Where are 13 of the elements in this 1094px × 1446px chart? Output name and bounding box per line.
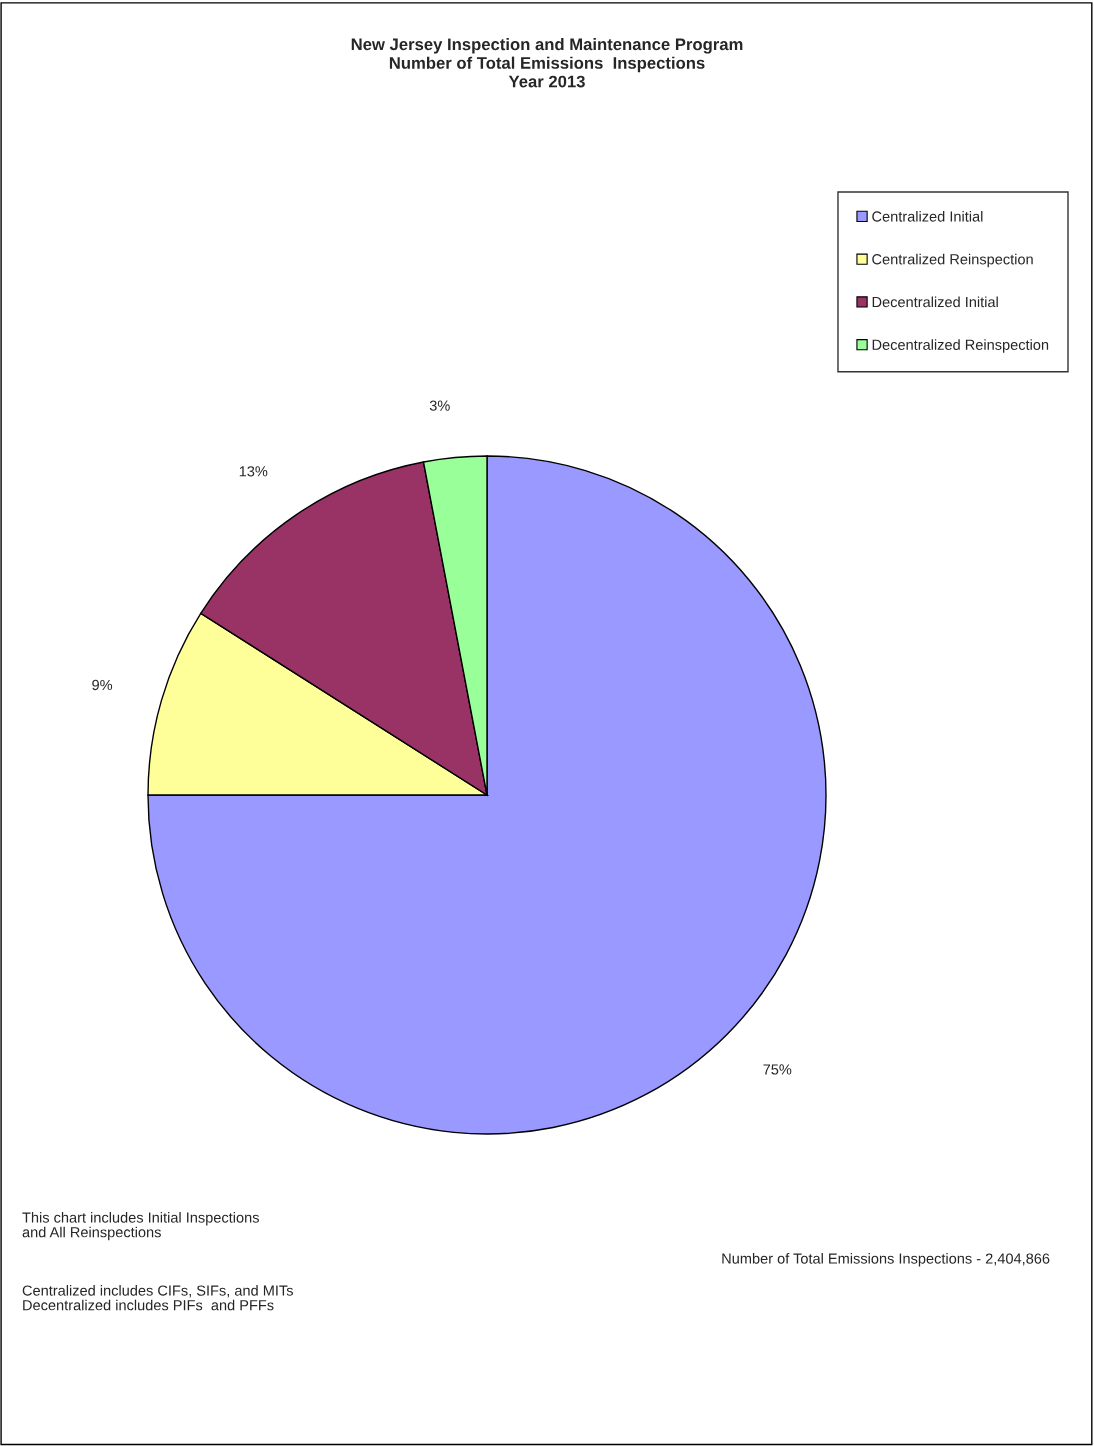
legend-label: Decentralized Initial <box>872 296 998 308</box>
legend-label: Decentralized Reinspection <box>872 339 1049 353</box>
pie-slice <box>147 455 827 1135</box>
data-label: 9% <box>92 679 113 691</box>
legend-label: Centralized Reinspection <box>872 253 1033 268</box>
data-label: 3% <box>429 400 450 411</box>
text: This chart includes Initial Inspections and All Reinspections <box>22 1212 259 1241</box>
chart-title: New Jersey Inspection and Maintenance Program Number of Total Emissions Inspections Year 2013 <box>351 38 743 88</box>
data-label: 13% <box>239 466 268 477</box>
text: Number of Total Emissions Inspections - 2,404,866 <box>722 1253 1050 1267</box>
data-label: 75% <box>763 1064 792 1075</box>
legend-label: Centralized Initial <box>872 210 983 222</box>
text: Centralized includes CIFs, SIFs, and MITs Decentralized includes PIFs and PFFs <box>22 1285 293 1311</box>
